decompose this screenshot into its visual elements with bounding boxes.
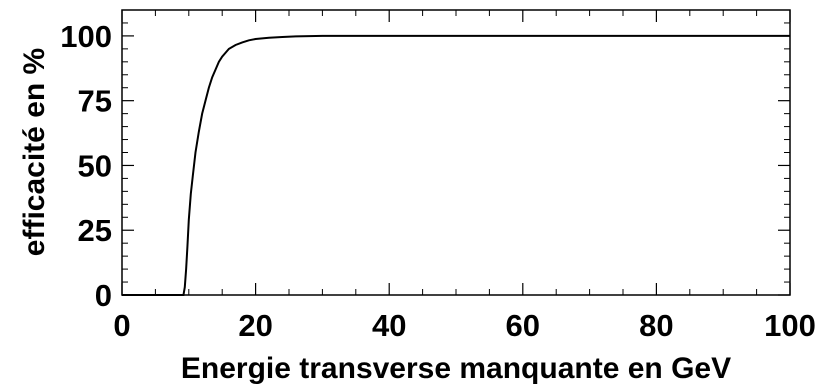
- y-tick-label: 25: [78, 213, 112, 248]
- x-axis-label: Energie transverse manquante en GeV: [181, 352, 731, 385]
- y-tick-label: 75: [78, 84, 112, 119]
- y-axis-label: efficacité en %: [18, 48, 51, 256]
- y-tick-label: 100: [60, 19, 112, 54]
- axis-ticks: [121, 9, 791, 296]
- y-tick-labels: 0 25 50 75 100: [60, 19, 112, 313]
- y-tick-label: 50: [78, 148, 112, 183]
- x-tick-label: 80: [639, 308, 673, 343]
- x-tick-label: 0: [113, 308, 130, 343]
- x-tick-label: 40: [372, 308, 406, 343]
- efficiency-curve: [122, 34, 790, 296]
- plot-frame: [121, 9, 791, 296]
- x-tick-labels: 0 20 40 60 80 100: [113, 308, 815, 343]
- x-tick-label: 20: [238, 308, 272, 343]
- y-tick-label: 0: [95, 278, 112, 313]
- x-tick-label: 100: [764, 308, 816, 343]
- x-tick-label: 60: [506, 308, 540, 343]
